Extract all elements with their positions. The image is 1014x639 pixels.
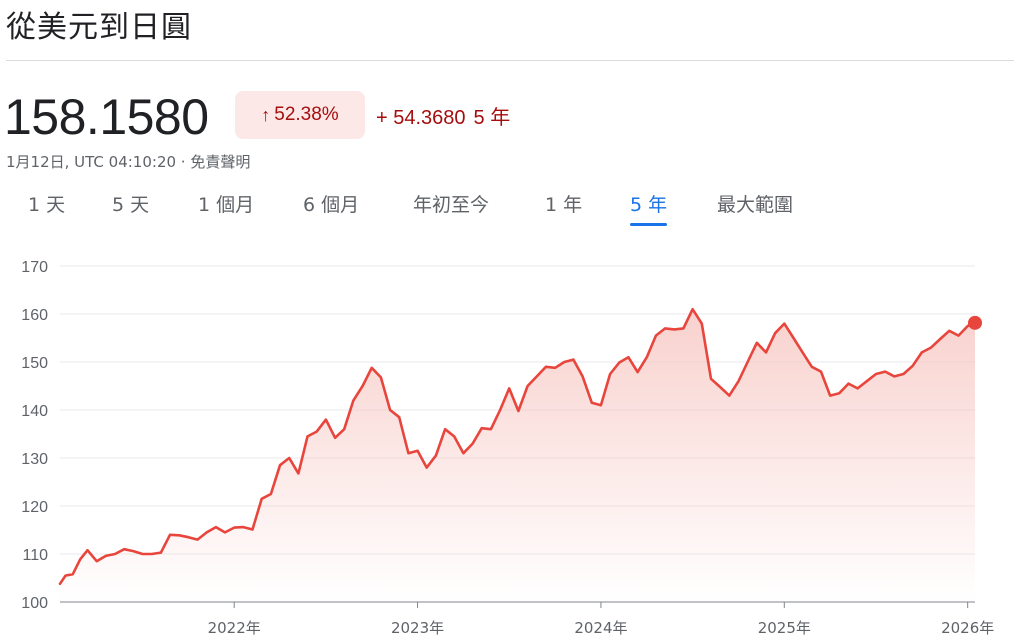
tab-5-years[interactable]: 5 年 [630, 190, 668, 226]
y-tick-label: 130 [21, 451, 48, 468]
y-tick-label: 160 [21, 307, 48, 324]
y-tick-label: 140 [21, 403, 48, 420]
arrow-up-icon: ↑ [261, 104, 271, 125]
tab-5-days[interactable]: 5 天 [112, 194, 150, 216]
current-price: 158.1580 [4, 89, 209, 145]
change-period: 5 年 [473, 107, 511, 129]
tab-1-month[interactable]: 1 個月 [198, 194, 255, 216]
y-tick-label: 170 [21, 259, 48, 276]
percent-change: 52.38% [274, 104, 339, 125]
header-divider [6, 60, 1014, 61]
disclaimer-link[interactable]: 免責聲明 [190, 153, 251, 171]
timestamp-line: 1月12日, UTC 04:10:20 · 免責聲明 [6, 151, 250, 172]
range-tabs: 1 天 5 天 1 個月 6 個月 年初至今 1 年 5 年 最大範圍 [0, 190, 1014, 226]
tab-1-day[interactable]: 1 天 [28, 194, 66, 216]
price-area [60, 309, 975, 602]
y-tick-label: 100 [21, 595, 48, 612]
x-tick-label: 2026年 [941, 619, 994, 637]
x-tick-label: 2025年 [758, 619, 811, 637]
absolute-change: + 54.3680 [376, 107, 466, 129]
percent-change-badge: ↑ 52.38% [235, 91, 365, 139]
y-tick-label: 110 [22, 547, 48, 564]
active-tab-indicator [630, 223, 668, 226]
latest-price-point[interactable] [968, 315, 982, 330]
timestamp: 1月12日, UTC 04:10:20 · [6, 153, 191, 171]
x-tick-label: 2023年 [391, 619, 444, 637]
tab-6-months[interactable]: 6 個月 [303, 194, 360, 216]
x-tick-label: 2024年 [574, 619, 627, 637]
tab-ytd[interactable]: 年初至今 [413, 194, 490, 216]
page-title: 從美元到日圓 [6, 10, 192, 45]
tab-1-year[interactable]: 1 年 [545, 194, 583, 216]
y-tick-label: 120 [21, 499, 48, 516]
tab-max[interactable]: 最大範圍 [717, 194, 794, 216]
y-tick-label: 150 [21, 355, 48, 372]
price-chart[interactable]: 100 110 120 130 140 150 160 170 2022年 2023年 2024年… [0, 240, 1014, 639]
x-tick-label: 2022年 [208, 619, 261, 637]
price-line [58, 307, 977, 586]
absolute-change-group: + 54.3680 5 年 [376, 101, 510, 130]
